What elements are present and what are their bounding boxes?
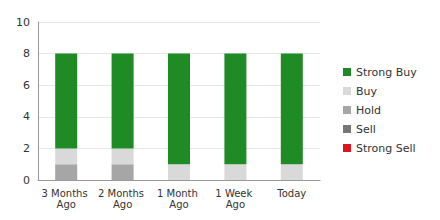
svg-text:Buy: Buy: [356, 85, 378, 98]
svg-text:6: 6: [23, 79, 30, 92]
svg-text:3 Months: 3 Months: [42, 188, 91, 199]
svg-text:2: 2: [23, 142, 30, 155]
svg-text:8: 8: [23, 47, 30, 60]
svg-text:8: 8: [288, 40, 295, 53]
svg-text:Hold: Hold: [356, 104, 381, 117]
svg-text:Ago: Ago: [226, 199, 245, 210]
svg-text:Ago: Ago: [57, 199, 76, 210]
svg-text:Today: Today: [276, 188, 306, 199]
svg-text:8: 8: [176, 40, 183, 53]
svg-text:Strong Sell: Strong Sell: [356, 142, 416, 155]
svg-text:8: 8: [232, 40, 239, 53]
svg-text:4: 4: [23, 110, 30, 123]
svg-text:1 Week: 1 Week: [215, 188, 255, 199]
svg-text:8: 8: [119, 40, 126, 53]
svg-text:1 Month: 1 Month: [157, 188, 201, 199]
svg-text:Ago: Ago: [113, 199, 132, 210]
svg-text:10: 10: [16, 16, 30, 29]
svg-text:Strong Buy: Strong Buy: [356, 66, 417, 79]
svg-text:2 Months: 2 Months: [98, 188, 147, 199]
svg-text:8: 8: [63, 40, 70, 53]
svg-text:Sell: Sell: [356, 123, 376, 136]
svg-text:Ago: Ago: [169, 199, 188, 210]
svg-text:0: 0: [23, 174, 30, 187]
